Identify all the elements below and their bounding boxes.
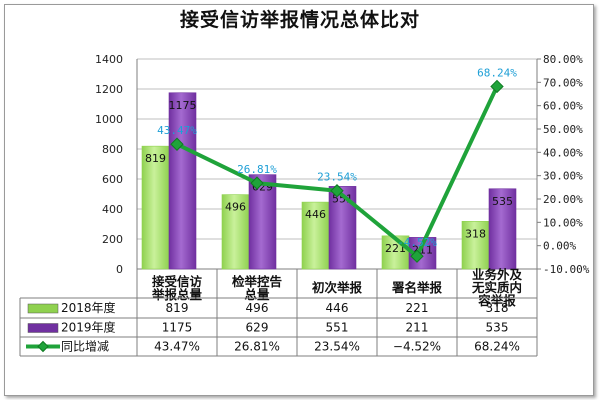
- legend-swatch: [27, 303, 59, 314]
- category-label: 署名举报: [391, 280, 443, 295]
- left-axis-tick: 1400: [95, 53, 123, 66]
- table-cell: 551: [326, 321, 349, 335]
- right-axis-tick: 40.00%: [543, 146, 583, 159]
- right-axis-tick: 0.00%: [543, 240, 576, 253]
- right-axis-tick: 10.00%: [543, 216, 583, 229]
- category-label: 举报总量: [151, 287, 203, 302]
- bar: [248, 174, 277, 270]
- table-cell: 26.81%: [234, 340, 280, 354]
- table-cell: 446: [326, 301, 349, 315]
- line-marker: [410, 249, 424, 263]
- left-axis-tick: 600: [102, 173, 123, 186]
- chart-title: 接受信访举报情况总体比对: [179, 9, 420, 31]
- bar-value-label: 318: [465, 227, 486, 240]
- right-axis-tick: 70.00%: [543, 76, 583, 89]
- bar-value-label: 535: [492, 195, 513, 208]
- bar-value-label: 496: [225, 201, 246, 214]
- left-axis-tick: 0: [116, 263, 123, 276]
- table-cell: 629: [246, 321, 269, 335]
- bar-value-label: 819: [145, 152, 166, 165]
- right-axis-tick: 60.00%: [543, 100, 583, 113]
- left-axis-tick: 400: [102, 203, 123, 216]
- legend-marker: [37, 340, 49, 353]
- table-cell: 496: [246, 301, 269, 315]
- legend-swatch: [27, 323, 59, 333]
- left-axis-tick: 800: [102, 143, 123, 156]
- line-point-label: 26.81%: [237, 163, 277, 176]
- legend-label: 2018年度: [61, 300, 116, 315]
- bar: [488, 188, 517, 270]
- line-marker: [490, 79, 504, 94]
- right-axis-tick: -10.00%: [543, 263, 590, 276]
- legend-label: 2019年度: [61, 320, 116, 335]
- line-point-label: 68.24%: [477, 66, 517, 79]
- category-label: 业务外及: [472, 267, 523, 282]
- table-cell: −4.52%: [393, 340, 441, 354]
- table-cell: 43.47%: [154, 340, 200, 354]
- category-label: 接受信访: [152, 274, 203, 289]
- table-cell: 68.24%: [474, 340, 520, 354]
- bar-value-label: 1175: [169, 99, 197, 112]
- right-axis-tick: 30.00%: [543, 170, 583, 183]
- legend-label: 同比增减: [61, 340, 109, 354]
- line-marker: [250, 176, 264, 190]
- bar: [168, 92, 197, 270]
- category-label: 无实质内: [471, 280, 522, 295]
- category-label: 检举控告: [232, 274, 283, 289]
- table-cell: 1175: [162, 321, 193, 335]
- line-point-label: 23.54%: [317, 171, 357, 184]
- line-point-label: 43.47%: [157, 124, 197, 137]
- left-axis-tick: 200: [102, 233, 123, 246]
- line-point-label: -4.52%: [397, 236, 437, 249]
- bar: [381, 235, 410, 270]
- bar-value-label: 446: [305, 208, 326, 221]
- table-cell: 23.54%: [314, 340, 360, 354]
- line-marker: [170, 137, 184, 151]
- bar: [301, 201, 330, 270]
- table-cell: 318: [486, 301, 509, 315]
- right-axis-tick: 80.00%: [543, 53, 583, 66]
- left-axis-tick: 1200: [95, 83, 123, 96]
- left-axis-tick: 1000: [95, 113, 123, 126]
- table-cell: 221: [406, 301, 429, 315]
- table-cell: 819: [166, 301, 189, 315]
- right-axis-tick: 50.00%: [543, 123, 583, 136]
- category-label: 初次举报: [312, 280, 363, 295]
- table-cell: 211: [406, 321, 429, 335]
- line-marker: [330, 184, 344, 198]
- right-axis-tick: 20.00%: [543, 193, 583, 206]
- category-label: 容举报: [477, 293, 516, 308]
- table-cell: 535: [486, 321, 509, 335]
- category-label: 总量: [244, 287, 270, 302]
